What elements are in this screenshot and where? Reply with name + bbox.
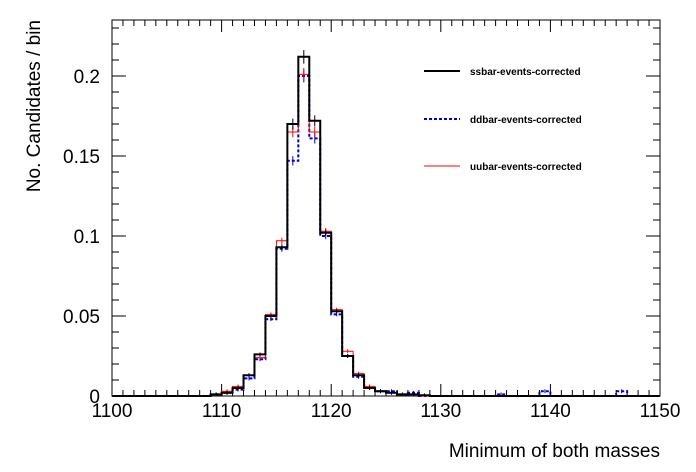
x-tick-label: 1150 bbox=[640, 401, 681, 422]
x-tick-label: 1130 bbox=[420, 401, 461, 422]
y-tick-label: 0.15 bbox=[63, 147, 100, 168]
y-tick-labels: 0 0.05 0.1 0.15 0.2 bbox=[63, 67, 100, 408]
legend-label: uubar-events-corrected bbox=[470, 162, 582, 173]
axis-ticks bbox=[111, 20, 661, 397]
series-line-ddbar-events-corrected bbox=[112, 75, 660, 397]
series-layer bbox=[112, 50, 660, 397]
x-tick-label: 1120 bbox=[311, 401, 352, 422]
x-tick-label: 1110 bbox=[202, 401, 241, 422]
legend-label: ssbar-events-corrected bbox=[470, 67, 581, 78]
legend-label: ddbar-events-corrected bbox=[470, 115, 582, 126]
x-tick-label: 1140 bbox=[530, 401, 571, 422]
y-tick-label: 0.2 bbox=[74, 67, 100, 88]
x-tick-label: 1100 bbox=[92, 401, 133, 422]
legend: ssbar-events-corrected ddbar-events-corre… bbox=[424, 67, 582, 173]
x-tick-labels: 1100 1110 1120 1130 1140 1150 bbox=[92, 401, 681, 422]
x-axis-title: Minimum of both masses bbox=[449, 441, 660, 462]
y-tick-label: 0.05 bbox=[63, 307, 100, 328]
y-axis-title: No. Candidates / bin bbox=[24, 20, 45, 192]
series-line-ssbar-events-corrected bbox=[112, 55, 660, 397]
y-tick-label: 0.1 bbox=[74, 227, 100, 248]
y-tick-label: 0 bbox=[89, 387, 100, 408]
